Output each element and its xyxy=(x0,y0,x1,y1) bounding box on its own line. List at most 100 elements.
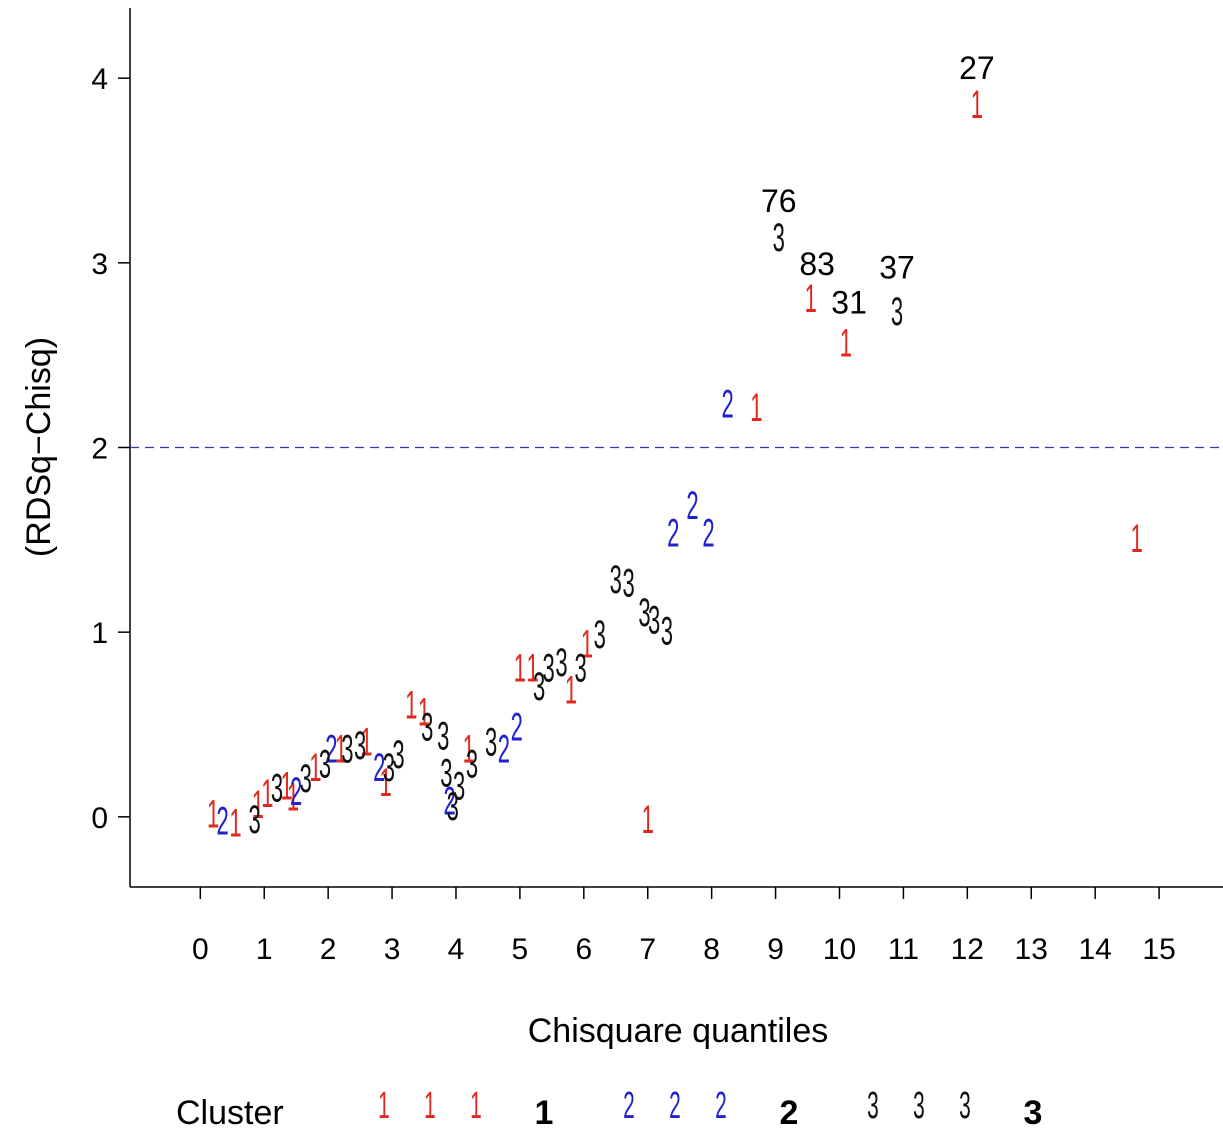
data-point-cluster-2: 2 xyxy=(667,511,679,556)
legend-label-cluster-3: 3 xyxy=(1024,1094,1043,1131)
data-point-cluster-3: 3 xyxy=(466,741,478,786)
data-point-cluster-3: 3 xyxy=(392,732,404,777)
data-point-cluster-1: 1 xyxy=(750,385,762,430)
data-point-cluster-3: 3 xyxy=(533,664,545,709)
data-point-cluster-3: 3 xyxy=(300,756,312,801)
data-point-cluster-1: 1 xyxy=(840,320,852,365)
data-point-cluster-3: 3 xyxy=(453,764,465,809)
legend-title: Cluster xyxy=(176,1094,284,1131)
data-point-cluster-3: 3 xyxy=(594,612,606,657)
x-tick-label: 10 xyxy=(823,933,856,966)
data-point-cluster-3: 3 xyxy=(610,557,622,602)
y-tick-label: 1 xyxy=(91,617,108,650)
data-point-cluster-3: 3 xyxy=(437,714,449,759)
x-tick-label: 6 xyxy=(575,933,592,966)
data-point-cluster-1: 1 xyxy=(463,727,475,772)
x-tick-label: 12 xyxy=(951,933,984,966)
legend-label-cluster-1: 1 xyxy=(535,1094,554,1131)
data-point-cluster-1: 1 xyxy=(207,791,219,836)
data-point-cluster-1: 1 xyxy=(261,771,273,816)
data-point-cluster-3: 3 xyxy=(485,719,497,764)
data-point-cluster-3: 3 xyxy=(271,765,283,810)
data-point-cluster-2: 2 xyxy=(443,778,455,823)
legend-label-cluster-2: 2 xyxy=(780,1094,799,1131)
point-label: 83 xyxy=(799,246,835,282)
data-point-cluster-3: 3 xyxy=(421,705,433,750)
y-tick-label: 0 xyxy=(91,802,108,835)
data-point-cluster-1: 1 xyxy=(287,775,299,820)
x-tick-label: 3 xyxy=(384,933,401,966)
data-point-cluster-1: 1 xyxy=(514,645,526,690)
x-tick-label: 5 xyxy=(512,933,529,966)
data-point-cluster-1: 1 xyxy=(280,764,292,809)
y-tick-label: 3 xyxy=(91,248,108,281)
legend-symbol-cluster-3: 3 xyxy=(867,1085,879,1127)
x-tick-label: 8 xyxy=(703,933,720,966)
x-tick-label: 15 xyxy=(1142,933,1175,966)
data-point-cluster-3: 3 xyxy=(555,640,567,685)
data-point-cluster-1: 1 xyxy=(565,668,577,713)
data-point-cluster-3: 3 xyxy=(249,797,261,842)
data-point-cluster-1: 1 xyxy=(335,727,347,772)
data-point-cluster-1: 1 xyxy=(309,745,321,790)
data-point-cluster-3: 3 xyxy=(440,751,452,796)
data-point-cluster-2: 2 xyxy=(686,483,698,528)
data-point-cluster-2: 2 xyxy=(702,511,714,556)
legend-symbol-cluster-1: 1 xyxy=(378,1085,390,1127)
data-point-cluster-1: 1 xyxy=(581,621,593,666)
data-point-cluster-2: 2 xyxy=(325,727,337,772)
point-label: 27 xyxy=(959,50,995,86)
data-point-cluster-1: 1 xyxy=(418,690,430,735)
data-point-cluster-1: 1 xyxy=(971,82,983,127)
data-point-cluster-1: 1 xyxy=(405,682,417,727)
y-tick-label: 2 xyxy=(91,433,108,466)
data-point-cluster-1: 1 xyxy=(805,276,817,321)
data-point-cluster-3: 3 xyxy=(543,645,555,690)
data-point-cluster-3: 3 xyxy=(341,727,353,772)
data-point-cluster-3: 3 xyxy=(383,745,395,790)
data-point-cluster-3: 3 xyxy=(319,741,331,786)
y-tick-label: 4 xyxy=(91,63,108,96)
data-point-cluster-3: 3 xyxy=(354,723,366,768)
x-tick-label: 9 xyxy=(767,933,784,966)
x-tick-label: 2 xyxy=(320,933,337,966)
data-point-cluster-1: 1 xyxy=(642,797,654,842)
data-point-cluster-3: 3 xyxy=(661,609,673,654)
data-point-cluster-1: 1 xyxy=(252,782,264,827)
data-point-cluster-3: 3 xyxy=(447,784,459,829)
legend-symbol-cluster-1: 1 xyxy=(424,1085,436,1127)
x-axis-title: Chisquare quantiles xyxy=(528,1012,829,1050)
data-point-cluster-1: 1 xyxy=(527,645,539,690)
legend-symbol-cluster-1: 1 xyxy=(470,1085,482,1127)
data-point-cluster-2: 2 xyxy=(511,705,523,750)
x-tick-label: 4 xyxy=(448,933,465,966)
legend-symbol-cluster-2: 2 xyxy=(715,1085,727,1127)
data-point-cluster-3: 3 xyxy=(638,590,650,635)
data-point-cluster-3: 3 xyxy=(891,289,903,334)
x-tick-label: 11 xyxy=(888,933,919,966)
data-point-cluster-2: 2 xyxy=(290,769,302,814)
data-point-cluster-3: 3 xyxy=(648,597,660,642)
x-tick-label: 14 xyxy=(1078,933,1111,966)
y-axis-title: (RDSq−Chisq) xyxy=(20,337,58,557)
legend-symbol-cluster-2: 2 xyxy=(669,1085,681,1127)
x-tick-label: 0 xyxy=(192,933,209,966)
data-point-cluster-3: 3 xyxy=(622,561,634,606)
x-tick-label: 1 xyxy=(256,933,273,966)
data-point-cluster-3: 3 xyxy=(575,645,587,690)
legend-symbol-cluster-3: 3 xyxy=(959,1085,971,1127)
legend-symbol-cluster-3: 3 xyxy=(913,1085,925,1127)
x-tick-label: 7 xyxy=(639,933,656,966)
data-point-cluster-1: 1 xyxy=(380,760,392,805)
data-point-cluster-1: 1 xyxy=(229,801,241,846)
data-point-cluster-2: 2 xyxy=(373,745,385,790)
data-point-cluster-2: 2 xyxy=(217,799,229,844)
data-point-cluster-3: 3 xyxy=(773,215,785,260)
legend-symbol-cluster-2: 2 xyxy=(623,1085,635,1127)
point-label: 37 xyxy=(879,250,915,286)
data-point-cluster-2: 2 xyxy=(498,727,510,772)
point-label: 31 xyxy=(831,285,867,321)
